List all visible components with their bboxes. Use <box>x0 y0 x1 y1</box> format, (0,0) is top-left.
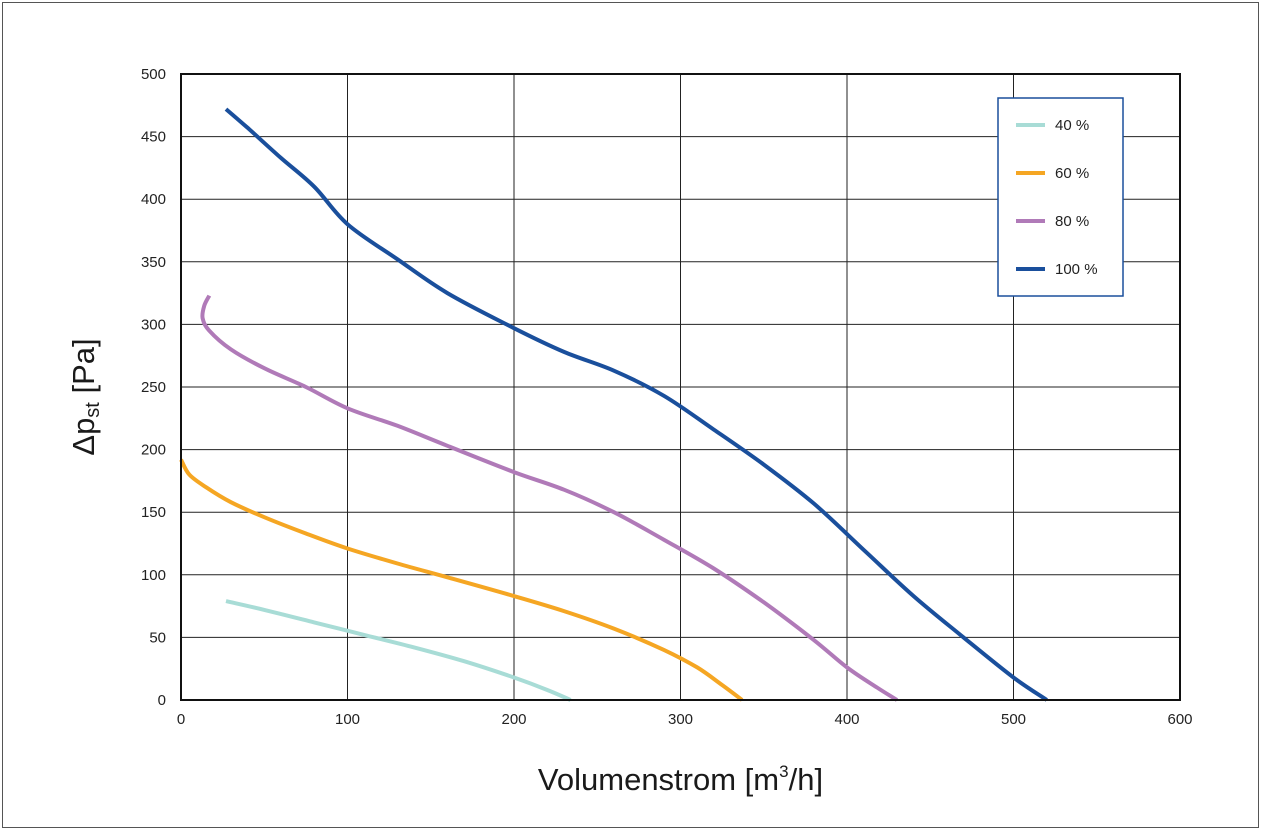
y-axis-title-tail: [Pa] <box>66 338 101 402</box>
y-tick-label: 300 <box>141 316 166 333</box>
y-tick-label: 100 <box>141 567 166 584</box>
y-tick-label: 450 <box>141 129 166 146</box>
legend-label: 100 % <box>1055 261 1098 278</box>
legend-label: 80 % <box>1055 213 1089 230</box>
x-axis-title-tail: /h] <box>789 762 823 797</box>
y-axis-title-sub: st <box>82 402 104 418</box>
x-tick-label: 0 <box>177 711 185 728</box>
x-tick-label: 400 <box>834 711 859 728</box>
series-line-60pct <box>179 458 744 702</box>
plot-area-border <box>180 73 1181 701</box>
x-tick-labels: 0 100 200 300 400 500 600 <box>177 711 1193 728</box>
series-line-40pct <box>225 599 572 702</box>
y-tick-label: 50 <box>149 629 166 646</box>
legend-label: 60 % <box>1055 165 1089 182</box>
legend-box <box>997 97 1124 297</box>
x-axis-title-sup: 3 <box>779 762 788 781</box>
y-axis-title-main: Δp <box>66 418 101 456</box>
y-axis-title: Δpst [Pa] <box>66 338 104 455</box>
x-tick-label: 200 <box>501 711 526 728</box>
y-tick-label: 400 <box>141 191 166 208</box>
x-axis-title: Volumenstrom [m3/h] <box>538 762 823 797</box>
x-tick-label: 500 <box>1001 711 1026 728</box>
y-tick-label: 200 <box>141 442 166 459</box>
x-tick-label: 300 <box>668 711 693 728</box>
y-tick-label: 150 <box>141 504 166 521</box>
x-tick-label: 100 <box>335 711 360 728</box>
y-tick-label: 350 <box>141 254 166 271</box>
x-tick-label: 600 <box>1167 711 1192 728</box>
y-tick-labels: 0 50 100 150 200 250 300 350 400 450 500 <box>141 66 166 709</box>
legend: 40 % 60 % 80 % 100 % <box>997 97 1124 297</box>
series-line-80pct <box>200 294 899 702</box>
x-axis-title-main: Volumenstrom [m <box>538 762 779 797</box>
series-lines <box>179 107 1048 702</box>
y-tick-label: 500 <box>141 66 166 83</box>
y-tick-label: 0 <box>158 692 166 709</box>
series-line-100pct <box>224 107 1048 702</box>
y-tick-label: 250 <box>141 379 166 396</box>
legend-label: 40 % <box>1055 117 1089 134</box>
